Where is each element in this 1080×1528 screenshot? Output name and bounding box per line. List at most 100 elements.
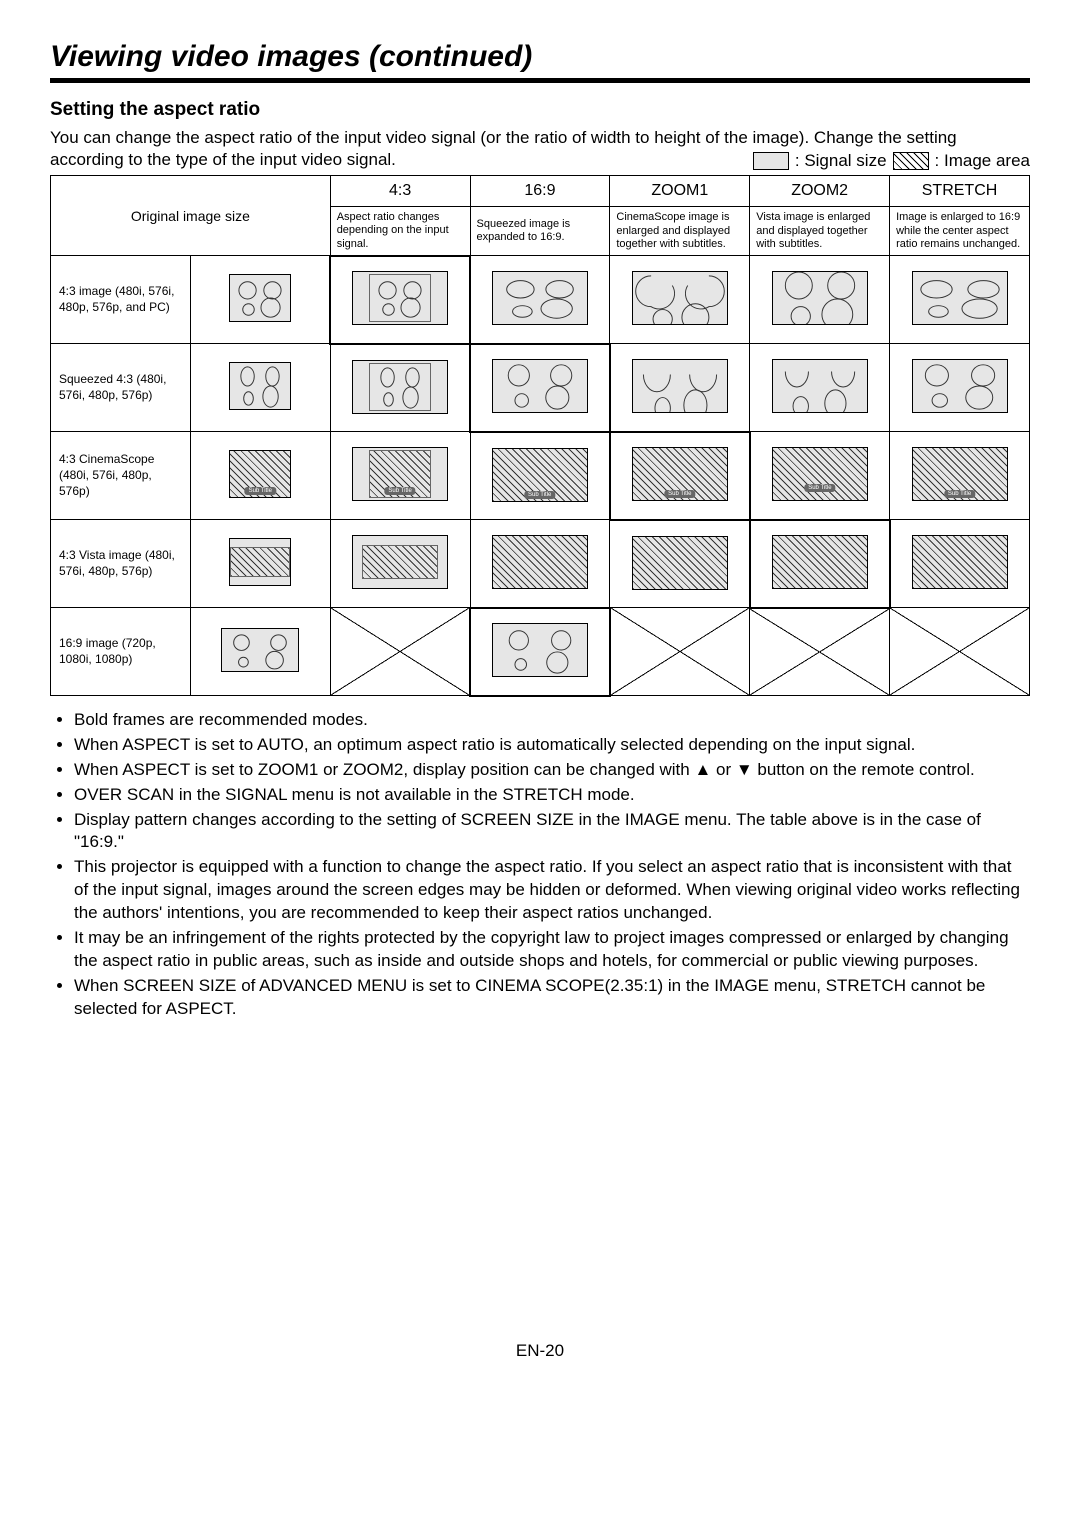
col-desc: Squeezed image is expanded to 16:9. — [470, 207, 610, 256]
cell-3-0 — [330, 520, 470, 608]
diagram — [492, 271, 588, 325]
note-item: It may be an infringement of the rights … — [74, 927, 1030, 973]
cell-1-1 — [470, 344, 610, 432]
cell-2-1: Sub Title — [470, 432, 610, 520]
aspect-ratio-table: Original image size 4:3 16:9 ZOOM1 ZOOM2… — [50, 175, 1030, 697]
cell-0-2 — [610, 256, 750, 344]
diagram — [772, 271, 868, 325]
subtitle-badge: Sub Title — [245, 487, 276, 495]
col-header: STRETCH — [890, 176, 1030, 207]
cell-0-0 — [330, 256, 470, 344]
cell-1-4 — [890, 344, 1030, 432]
diagram — [912, 535, 1008, 589]
row-label: 4:3 image (480i, 576i, 480p, 576p, and P… — [51, 256, 191, 344]
signal-box-icon — [753, 152, 789, 170]
orig-label-cell: Original image size — [51, 176, 331, 256]
diagram — [492, 359, 588, 413]
diagram — [492, 623, 588, 677]
orig-thumb — [190, 344, 330, 432]
note-item: When ASPECT is set to ZOOM1 or ZOOM2, di… — [74, 759, 1030, 782]
diagram — [632, 536, 728, 590]
diagram — [221, 628, 299, 672]
col-header: ZOOM2 — [750, 176, 890, 207]
cell-2-3: Sub Title — [750, 432, 890, 520]
diagram — [352, 535, 448, 589]
image-hatch-icon — [893, 152, 929, 170]
diagram — [772, 359, 868, 413]
subtitle-badge: Sub Title — [384, 487, 415, 495]
note-item: OVER SCAN in the SIGNAL menu is not avai… — [74, 784, 1030, 807]
diagram: Sub Title — [492, 448, 588, 502]
diagram: Sub Title — [632, 447, 728, 501]
row-label: 16:9 image (720p, 1080i, 1080p) — [51, 608, 191, 696]
diagram: Sub Title — [772, 447, 868, 501]
cell-1-3 — [750, 344, 890, 432]
cell-4-1 — [470, 608, 610, 696]
cell-4-0 — [330, 608, 470, 696]
orig-thumb — [190, 520, 330, 608]
table-row: 16:9 image (720p, 1080i, 1080p) — [51, 608, 1030, 696]
table-row: 4:3 CinemaScope (480i, 576i, 480p, 576p)… — [51, 432, 1030, 520]
page-title: Viewing video images (continued) — [50, 40, 1030, 83]
cell-4-2 — [610, 608, 750, 696]
diagram — [912, 271, 1008, 325]
diagram — [352, 271, 448, 325]
note-item: When ASPECT is set to AUTO, an optimum a… — [74, 734, 1030, 757]
row-label: 4:3 CinemaScope (480i, 576i, 480p, 576p) — [51, 432, 191, 520]
note-item: This projector is equipped with a functi… — [74, 856, 1030, 925]
orig-thumb — [190, 608, 330, 696]
cell-3-1 — [470, 520, 610, 608]
table-row: 4:3 Vista image (480i, 576i, 480p, 576p) — [51, 520, 1030, 608]
subtitle-badge: Sub Title — [664, 490, 695, 498]
col-desc: CinemaScope image is enlarged and displa… — [610, 207, 750, 256]
diagram — [492, 535, 588, 589]
col-desc: Vista image is enlarged and displayed to… — [750, 207, 890, 256]
notes-list: Bold frames are recommended modes. When … — [50, 709, 1030, 1021]
col-header: 4:3 — [330, 176, 470, 207]
subtitle-badge: Sub Title — [804, 484, 835, 492]
page-number: EN-20 — [50, 1341, 1030, 1361]
orig-thumb — [190, 256, 330, 344]
diagram — [352, 360, 448, 414]
subtitle-badge: Sub Title — [944, 490, 975, 498]
note-item: When SCREEN SIZE of ADVANCED MENU is set… — [74, 975, 1030, 1021]
cell-1-2 — [610, 344, 750, 432]
diagram — [632, 271, 728, 325]
diagram: Sub Title — [229, 450, 291, 498]
cell-0-1 — [470, 256, 610, 344]
cell-3-4 — [890, 520, 1030, 608]
cell-2-4: Sub Title — [890, 432, 1030, 520]
diagram — [229, 274, 291, 322]
diagram — [229, 362, 291, 410]
subtitle-badge: Sub Title — [524, 491, 555, 499]
col-header: 16:9 — [470, 176, 610, 207]
cell-3-3 — [750, 520, 890, 608]
cell-3-2 — [610, 520, 750, 608]
table-row: Squeezed 4:3 (480i, 576i, 480p, 576p) — [51, 344, 1030, 432]
diagram: Sub Title — [912, 447, 1008, 501]
note-item: Bold frames are recommended modes. — [74, 709, 1030, 732]
col-header: ZOOM1 — [610, 176, 750, 207]
cell-0-3 — [750, 256, 890, 344]
legend: : Signal size : Image area — [753, 151, 1030, 171]
col-desc: Image is enlarged to 16:9 while the cent… — [890, 207, 1030, 256]
orig-thumb: Sub Title — [190, 432, 330, 520]
diagram — [229, 538, 291, 586]
col-desc: Aspect ratio changes depending on the in… — [330, 207, 470, 256]
cell-4-3 — [750, 608, 890, 696]
diagram — [772, 535, 868, 589]
diagram — [632, 359, 728, 413]
note-item: Display pattern changes according to the… — [74, 809, 1030, 855]
table-row: 4:3 image (480i, 576i, 480p, 576p, and P… — [51, 256, 1030, 344]
row-label: Squeezed 4:3 (480i, 576i, 480p, 576p) — [51, 344, 191, 432]
cell-2-2: Sub Title — [610, 432, 750, 520]
diagram: Sub Title — [352, 447, 448, 501]
row-label: 4:3 Vista image (480i, 576i, 480p, 576p) — [51, 520, 191, 608]
diagram — [912, 359, 1008, 413]
section-title: Setting the aspect ratio — [50, 99, 1030, 121]
legend-image-label: : Image area — [935, 151, 1030, 171]
cell-1-0 — [330, 344, 470, 432]
cell-2-0: Sub Title — [330, 432, 470, 520]
cell-0-4 — [890, 256, 1030, 344]
legend-signal-label: : Signal size — [795, 151, 887, 171]
